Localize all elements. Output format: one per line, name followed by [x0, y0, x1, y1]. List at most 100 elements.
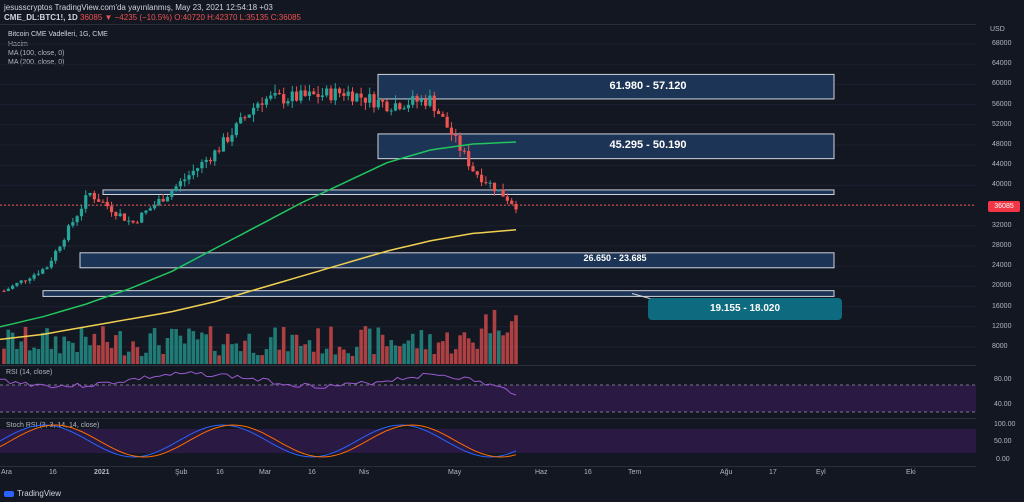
- candle-body: [161, 198, 165, 202]
- candle-body: [436, 111, 441, 115]
- candle-body: [144, 210, 148, 213]
- candle-body: [196, 168, 200, 171]
- volume-bar: [92, 333, 97, 364]
- price-tick: 16000: [992, 302, 1012, 310]
- candle-body: [475, 171, 479, 175]
- candle-body: [66, 225, 71, 241]
- candle-body: [303, 90, 307, 96]
- price-tick: 20000: [992, 282, 1012, 290]
- candle-body: [183, 179, 187, 182]
- time-tick: Ara: [1, 469, 12, 476]
- time-axis-divider: [0, 466, 976, 467]
- volume-bar: [28, 350, 32, 364]
- candle-body: [6, 288, 10, 291]
- candle-body: [432, 95, 436, 112]
- volume-bar: [88, 345, 92, 364]
- candle-body: [187, 175, 191, 180]
- candle-body: [165, 196, 170, 202]
- volume-bar: [337, 346, 342, 364]
- volume-bar: [200, 332, 204, 364]
- candle-body: [230, 135, 234, 142]
- candle-body: [337, 88, 342, 94]
- volume-bar: [324, 348, 329, 364]
- candle-body: [441, 114, 445, 117]
- rsi-panel[interactable]: [0, 366, 976, 418]
- candle-body: [282, 94, 286, 104]
- volume-bar: [268, 337, 273, 364]
- candle-body: [19, 280, 23, 283]
- legend-ma100[interactable]: MA (100, close, 0): [8, 50, 65, 57]
- volume-bar: [243, 340, 247, 364]
- symbol-ohlc-line: CME_DL:BTC1!, 1D 36085 ▼ −4235 (−10.5%) …: [4, 13, 301, 22]
- volume-bar: [415, 348, 419, 364]
- candle-body: [458, 135, 462, 151]
- candle-body: [264, 98, 269, 105]
- volume-bar: [178, 335, 183, 364]
- rsi-label[interactable]: RSI (14, close): [6, 369, 53, 376]
- candle-body: [355, 93, 359, 102]
- volume-bar: [15, 348, 19, 364]
- candle-body: [79, 208, 84, 217]
- candle-body: [372, 94, 376, 108]
- stoch-tick-0: 0.00: [996, 456, 1010, 463]
- volume-bar: [71, 342, 75, 364]
- legend-ma200[interactable]: MA (200, close, 0): [8, 59, 65, 66]
- candle-body: [213, 150, 217, 162]
- candle-body: [479, 174, 484, 183]
- candle-body: [393, 103, 398, 111]
- candle-body: [157, 198, 161, 206]
- volume-bar: [122, 355, 127, 364]
- header-divider: [0, 24, 976, 25]
- volume-bar: [372, 354, 376, 364]
- volume-bar: [449, 353, 454, 364]
- rsi-tick-80: 80.00: [994, 376, 1012, 383]
- volume-bar: [441, 341, 445, 364]
- candle-body: [428, 95, 432, 106]
- volume-bar: [359, 329, 363, 364]
- candle-body: [376, 99, 380, 108]
- tradingview-logo[interactable]: TradingView: [4, 489, 61, 498]
- candle-body: [260, 103, 264, 105]
- time-tick: 16: [584, 469, 592, 476]
- candle-body: [62, 240, 66, 247]
- candle-body: [11, 285, 15, 289]
- change: 36085 ▼ −4235 (−10.5%): [80, 13, 172, 22]
- volume-bar: [303, 344, 307, 364]
- volume-bar: [311, 351, 316, 364]
- volume-bar: [355, 346, 359, 364]
- candle-body: [325, 88, 329, 96]
- volume-bar: [290, 334, 295, 364]
- volume-bar: [131, 341, 135, 364]
- stoch-rsi-panel[interactable]: [0, 419, 976, 467]
- price-chart[interactable]: [0, 24, 976, 392]
- candle-body: [505, 196, 509, 201]
- volume-bar: [514, 315, 518, 364]
- tradingview-logo-icon: [4, 490, 14, 497]
- volume-bar: [350, 355, 355, 364]
- candle-body: [316, 94, 320, 97]
- volume-bar: [2, 348, 6, 364]
- volume-bar: [389, 340, 394, 364]
- volume-bar: [316, 328, 320, 364]
- time-tick: Mar: [259, 469, 272, 476]
- volume-bar: [445, 332, 449, 364]
- stoch-tick-50: 50.00: [994, 438, 1012, 445]
- candle-body: [148, 208, 152, 211]
- candle-body: [251, 107, 256, 115]
- candle-body: [312, 91, 316, 95]
- volume-bar: [342, 349, 346, 364]
- time-tick: 2021: [94, 469, 110, 476]
- candle-body: [226, 137, 230, 142]
- volume-bar: [208, 326, 213, 364]
- candle-body: [191, 170, 195, 176]
- zone-label: 45.295 - 50.190: [609, 139, 687, 152]
- legend-title[interactable]: Bitcoin CME Vadelleri, 1G, CME: [8, 31, 108, 38]
- volume-bar: [380, 334, 385, 364]
- time-axis[interactable]: Ara 16 2021 Şub 16 Mar 16 Nis May Haz 16 Tem Ağu 17 Ey…: [0, 467, 976, 479]
- volume-bar: [471, 342, 475, 364]
- price-tick: 32000: [992, 221, 1012, 229]
- volume-bar: [187, 328, 191, 364]
- volume-bar: [101, 326, 105, 364]
- candle-body: [101, 201, 105, 203]
- volume-bar: [488, 333, 492, 364]
